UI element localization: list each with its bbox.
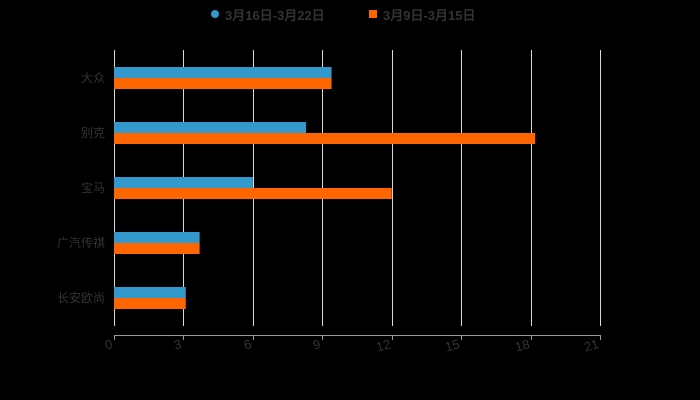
legend-square-icon [369,10,377,18]
bar[interactable] [114,243,200,254]
category-label: 宝马 [80,181,105,195]
bar[interactable] [114,298,186,309]
legend-label: 3月16日-3月22日 [225,7,325,23]
legend-item-series-2[interactable]: 3月9日-3月15日 [369,4,475,24]
legend-label: 3月9日-3月15日 [383,7,476,23]
bar[interactable] [114,287,186,298]
bar[interactable] [114,232,200,243]
bar[interactable] [114,133,536,144]
bar[interactable] [114,188,392,199]
bar[interactable] [114,78,332,89]
category-label: 大众 [80,71,105,85]
legend-circle-icon [211,10,219,18]
chart-legend: 3月16日-3月22日 3月9日-3月15日 [0,4,700,24]
bar[interactable] [114,177,253,188]
legend-item-series-1[interactable]: 3月16日-3月22日 [211,4,325,24]
category-label: 广汽传祺 [56,236,105,250]
category-label: 别克 [80,126,105,140]
category-label: 长安欧尚 [56,291,105,305]
bar[interactable] [114,67,332,78]
bar[interactable] [114,122,307,133]
